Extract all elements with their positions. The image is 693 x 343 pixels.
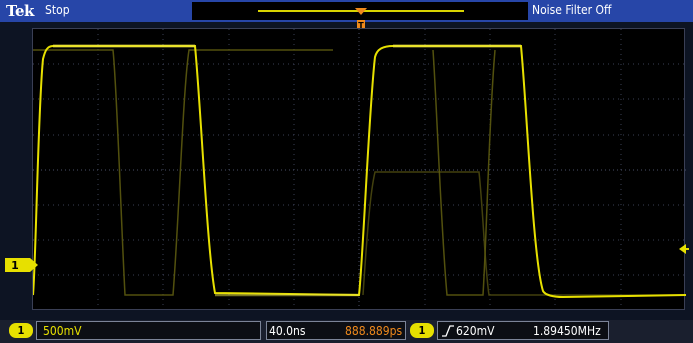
bottom-readout-bar: 1 500mV 40.0ns 888.889ps 1 620mV 1.89450… xyxy=(0,320,693,343)
channel-1-badge[interactable]: 1 xyxy=(9,323,33,338)
trigger-readout[interactable]: 620mV 1.89450MHz xyxy=(437,321,609,340)
brand-logo: Tek xyxy=(6,2,34,20)
horizontal-scale-value: 40.0ns xyxy=(269,324,306,338)
noise-filter-status[interactable]: Noise Filter Off xyxy=(532,3,612,17)
trigger-position-value: 888.889ps xyxy=(345,324,403,338)
channel-1-marker-label: 1 xyxy=(11,259,19,272)
graticule xyxy=(33,29,686,311)
channel-1-ground-marker[interactable]: 1 xyxy=(4,256,44,276)
horizontal-readout[interactable]: 40.0ns 888.889ps xyxy=(266,321,406,340)
svg-text:T: T xyxy=(358,21,364,30)
trigger-channel-badge[interactable]: 1 xyxy=(410,323,434,338)
vertical-scale-value: 500mV xyxy=(43,324,82,338)
trigger-level-value: 620mV xyxy=(456,324,495,338)
channel-1-waveform xyxy=(33,44,686,299)
acquisition-state[interactable]: Stop xyxy=(45,3,70,17)
trigger-level-marker[interactable] xyxy=(678,242,690,256)
rising-edge-icon xyxy=(442,325,454,337)
waveform-area[interactable] xyxy=(32,28,686,311)
persistence-traces xyxy=(33,49,686,296)
vertical-scale-readout[interactable]: 500mV xyxy=(36,321,261,340)
frequency-value: 1.89450MHz xyxy=(533,324,601,338)
